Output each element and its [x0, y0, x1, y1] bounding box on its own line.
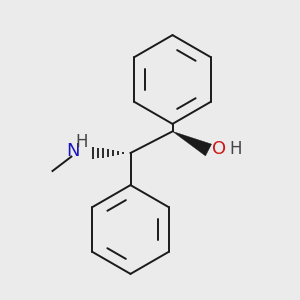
Text: N: N: [67, 142, 80, 160]
Text: H: H: [229, 140, 242, 158]
Text: O: O: [212, 140, 226, 158]
Text: H: H: [75, 133, 88, 151]
Polygon shape: [172, 131, 212, 156]
